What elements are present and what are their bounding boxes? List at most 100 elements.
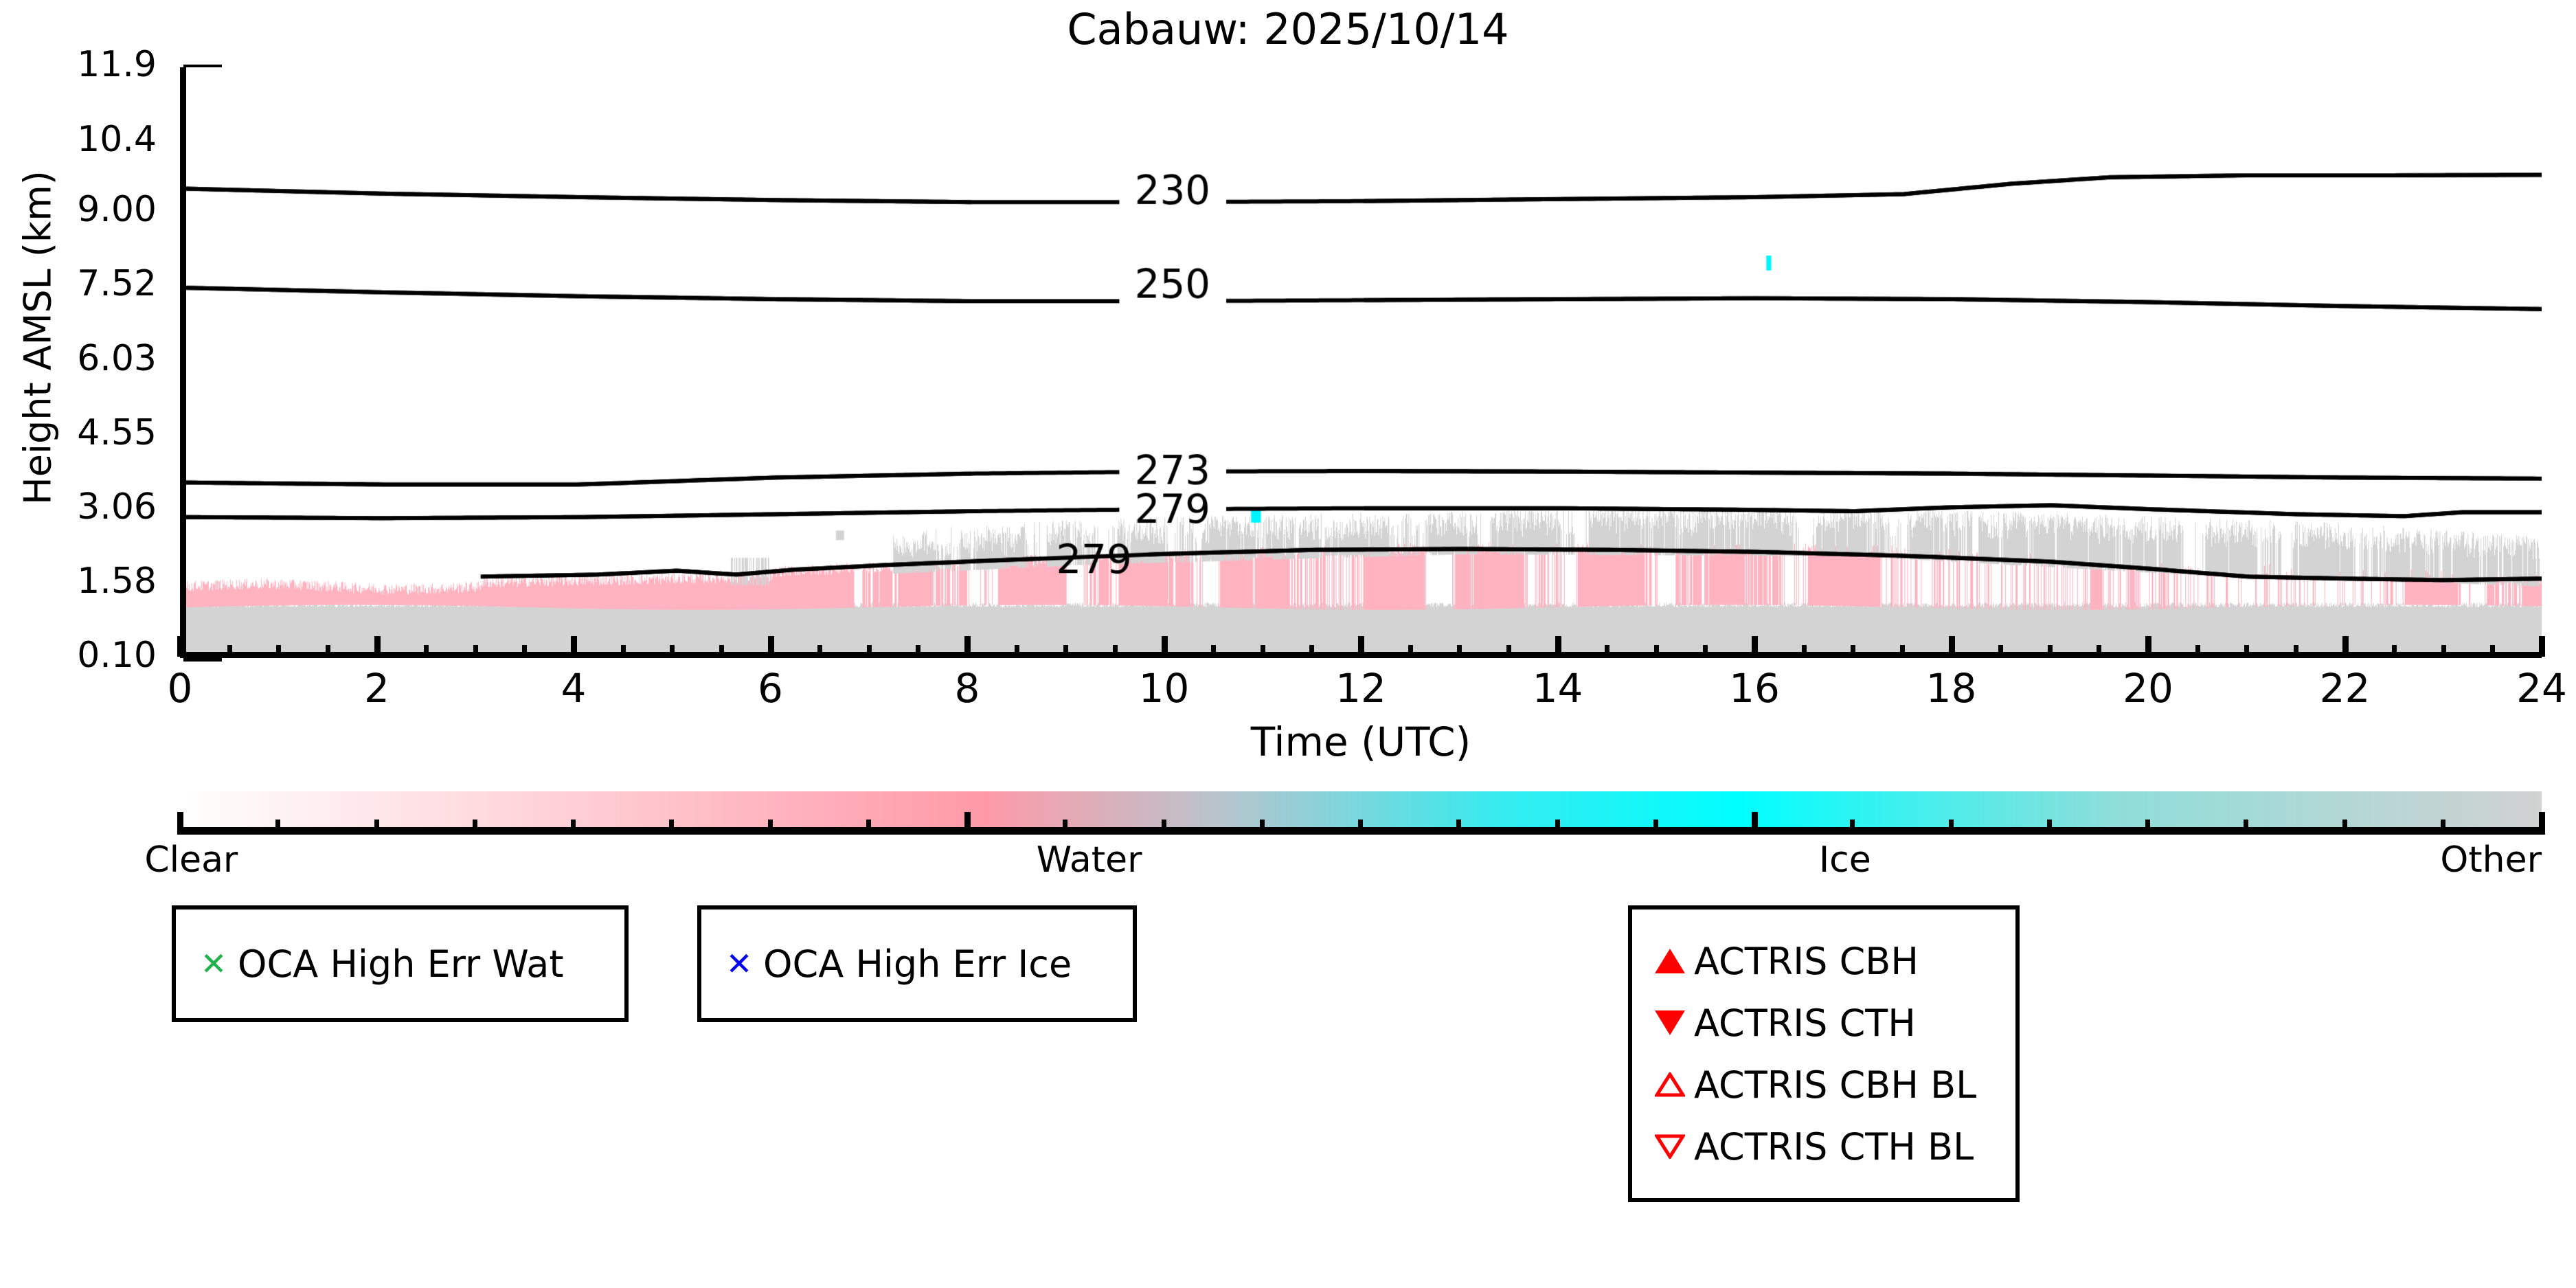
page-title: Cabauw: 2025/10/14 [1067, 4, 1509, 54]
x-tick-minor [2097, 645, 2102, 657]
x-tick-label: 20 [2123, 665, 2173, 712]
y-tick-label: 6.03 [77, 337, 157, 379]
y-tick-label: 11.9 [77, 44, 157, 85]
legend-row-actris-cth-bl: ACTRIS CTH BL [1632, 1116, 2015, 1177]
colorbar-label: Other [2440, 839, 2542, 881]
x-tick-minor [2293, 645, 2298, 657]
x-tick-minor [1457, 645, 1462, 657]
colorbar-tick [2440, 820, 2445, 835]
triangle-down-open-svg [1655, 1134, 1685, 1159]
x-tick-minor [1998, 645, 2004, 657]
x-tick-minor [1260, 645, 1265, 657]
colorbar-tick [669, 820, 675, 835]
colorbar-tick [1752, 812, 1758, 835]
colorbar-tick [472, 820, 477, 835]
colorbar-tick [2539, 812, 2545, 835]
x-tick-major [571, 636, 577, 657]
y-tick-label: 4.55 [77, 411, 157, 453]
colorbar-tick [1555, 820, 1560, 835]
x-tick-major [177, 636, 183, 657]
x-tick-minor [916, 645, 921, 657]
x-tick-minor [1408, 645, 1413, 657]
x-tick-major [1161, 636, 1168, 657]
x-marker-green-icon: ✕ [200, 945, 227, 982]
colorbar-tick [177, 812, 183, 835]
legend-label: ACTRIS CTH [1694, 1001, 1916, 1045]
x-tick-major [1358, 636, 1364, 657]
y-tick-label: 9.00 [77, 189, 157, 231]
triangle-up-open-icon [1647, 1072, 1693, 1097]
cloud-classification-heatmap [186, 67, 2542, 652]
colorbar-tick [1948, 820, 1954, 835]
x-tick-label: 0 [167, 665, 193, 712]
x-tick-minor [227, 645, 232, 657]
legend-oca-high-err-ice: ✕ OCA High Err Ice [697, 905, 1137, 1022]
x-tick-minor [1605, 645, 1610, 657]
colorbar-tick [1063, 820, 1068, 835]
legend-label: ACTRIS CBH BL [1694, 1063, 1977, 1107]
colorbar-tick [866, 820, 871, 835]
y-tick-label: 7.52 [77, 263, 157, 305]
x-tick-major [767, 636, 774, 657]
y-tick-label: 3.06 [77, 486, 157, 528]
triangle-down-open-icon [1647, 1134, 1693, 1159]
x-tick-minor [1211, 645, 1217, 657]
legend-actris: ACTRIS CBH ACTRIS CTH ACTRIS CBH BL ACTR… [1628, 905, 2020, 1202]
x-tick-minor [2047, 645, 2053, 657]
x-tick-label: 10 [1138, 665, 1190, 712]
y-tick-mark [183, 655, 222, 662]
triangle-down-filled-icon [1647, 1010, 1693, 1035]
colorbar-label: Clear [144, 839, 238, 881]
plot-area [180, 67, 2542, 658]
x-tick-label: 6 [758, 665, 783, 712]
legend-label: ACTRIS CTH BL [1694, 1125, 1974, 1168]
x-tick-minor [620, 645, 626, 657]
colorbar-tick [571, 820, 576, 835]
y-tick-label: 1.58 [77, 561, 157, 602]
x-tick-minor [2490, 645, 2496, 657]
legend-row-actris-cth: ACTRIS CTH [1632, 992, 2015, 1054]
x-tick-major [2145, 636, 2151, 657]
x-tick-label: 16 [1729, 665, 1780, 712]
x-axis-label: Time (UTC) [1250, 719, 1471, 765]
x-tick-label: 18 [1925, 665, 1977, 712]
x-tick-label: 2 [364, 665, 389, 712]
x-tick-minor [1801, 645, 1807, 657]
triangle-up-filled-icon [1647, 949, 1693, 973]
x-tick-major [1555, 636, 1561, 657]
x-tick-label: 24 [2516, 665, 2567, 712]
x-tick-minor [670, 645, 675, 657]
colorbar-tick [1161, 820, 1166, 835]
triangle-up-open-svg [1655, 1072, 1685, 1097]
x-tick-major [2539, 636, 2545, 657]
x-tick-minor [325, 645, 330, 657]
colorbar-tick [1259, 820, 1265, 835]
x-tick-minor [1851, 645, 1856, 657]
colorbar-tick [2046, 820, 2052, 835]
x-tick-minor [719, 645, 724, 657]
y-tick-label: 0.10 [77, 635, 157, 676]
x-tick-label: 4 [561, 665, 587, 712]
x-tick-minor [1653, 645, 1659, 657]
x-tick-minor [1899, 645, 1905, 657]
x-tick-major [964, 636, 971, 657]
colorbar-tick [2145, 820, 2150, 835]
x-tick-minor [424, 645, 429, 657]
legend-row: ✕ OCA High Err Ice [701, 933, 1133, 995]
x-marker-blue-icon: ✕ [725, 945, 753, 982]
colorbar-tick [1653, 820, 1658, 835]
legend-oca-high-err-water: ✕ OCA High Err Wat [172, 905, 629, 1022]
colorbar-tick [1850, 820, 1855, 835]
x-tick-minor [522, 645, 528, 657]
x-tick-minor [276, 645, 282, 657]
x-tick-minor [2195, 645, 2200, 657]
x-tick-minor [1063, 645, 1069, 657]
legend-label: OCA High Err Wat [238, 942, 564, 986]
x-tick-minor [2441, 645, 2446, 657]
x-tick-minor [866, 645, 872, 657]
x-tick-label: 12 [1335, 665, 1386, 712]
x-tick-label: 22 [2319, 665, 2371, 712]
colorbar-label: Ice [1818, 839, 1871, 881]
colorbar-tick [2342, 820, 2347, 835]
